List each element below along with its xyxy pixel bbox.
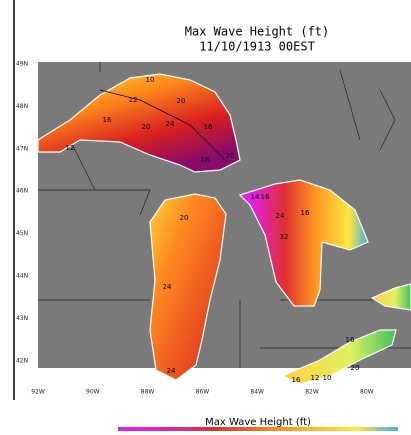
contour-label: 16 <box>292 376 301 384</box>
contour-label: 24 <box>163 283 172 291</box>
contour-label: 10 <box>323 374 332 382</box>
lat-label: 42N <box>16 357 28 364</box>
contour-label: 16 <box>261 193 270 201</box>
lat-label: 43N <box>16 315 28 322</box>
lon-label: 86W <box>196 389 210 396</box>
lake-huron <box>238 179 369 307</box>
contour-label: 32 <box>280 233 289 241</box>
lon-label: 90W <box>86 389 100 396</box>
lake-superior <box>37 73 241 173</box>
contour-label: 12 <box>311 374 320 382</box>
lake-michigan <box>149 193 227 381</box>
lake-ontario <box>370 283 411 311</box>
contour-label: 20 <box>142 123 151 131</box>
contour-label: 20 <box>226 152 235 160</box>
contour-label: 24 <box>276 212 285 220</box>
map-title: Max Wave Height (ft) <box>185 25 330 39</box>
contour-label: 24 <box>167 367 176 375</box>
lat-label: 46N <box>16 188 28 195</box>
lat-label: 49N <box>16 61 28 68</box>
lat-label: 47N <box>16 145 28 152</box>
contour-label: 16 <box>204 123 213 131</box>
contour-label: 16 <box>103 116 112 124</box>
contour-label: 20 <box>351 364 360 372</box>
lon-label: 80W <box>360 389 374 396</box>
colorbar-label: Max Wave Height (ft) <box>205 417 311 428</box>
contour-label: 16 <box>201 156 210 164</box>
contour-label: 16 <box>301 209 310 217</box>
lon-label: 92W <box>31 389 45 396</box>
lat-label: 48N <box>16 103 28 110</box>
lat-label: 45N <box>16 230 28 237</box>
lake-erie <box>280 329 397 385</box>
lon-label: 84W <box>250 389 264 396</box>
lat-label: 44N <box>16 273 28 280</box>
map-subtitle: 11/10/1913 00EST <box>199 40 315 54</box>
contour-label: 16 <box>346 336 355 344</box>
lon-label: 88W <box>141 389 155 396</box>
contour-label: 20 <box>177 97 186 105</box>
boundaries <box>38 62 411 368</box>
map-area <box>37 62 411 385</box>
storm-track <box>99 89 226 161</box>
contour-label: 14 <box>251 193 260 201</box>
colorbar <box>118 427 398 431</box>
lon-label: 82W <box>305 389 319 396</box>
contour-label: 10 <box>146 76 155 84</box>
contour-label: 12 <box>66 144 75 152</box>
contour-label: 12 <box>129 96 138 104</box>
contour-label: 20 <box>180 214 189 222</box>
contour-label: 24 <box>166 120 175 128</box>
